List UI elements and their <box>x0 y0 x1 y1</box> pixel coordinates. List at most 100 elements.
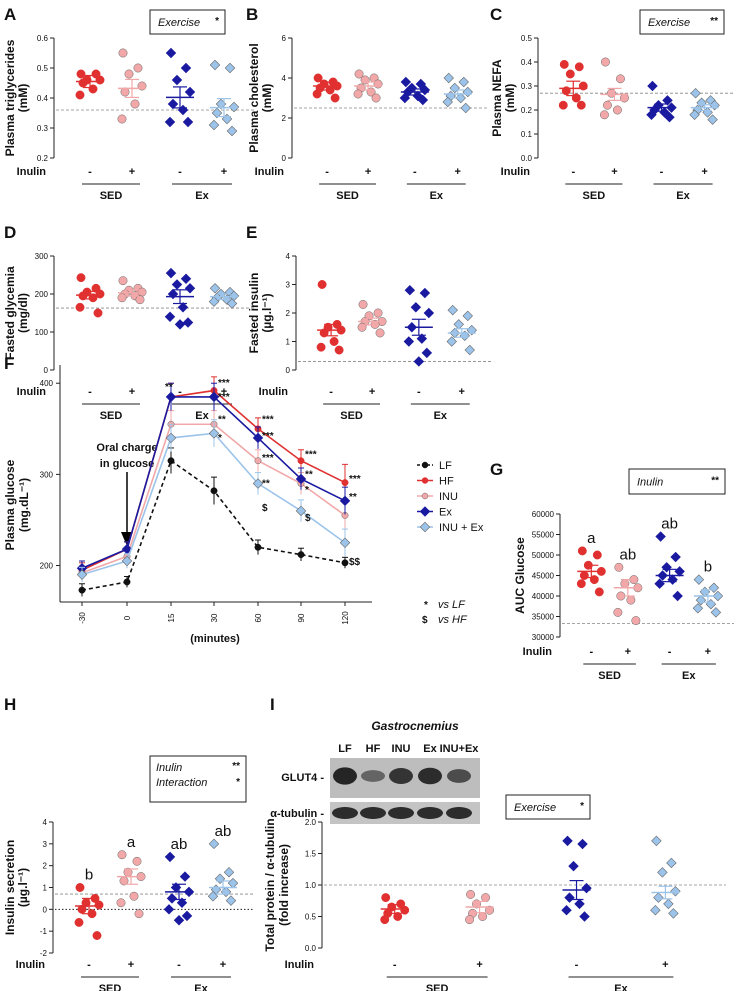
stat-box <box>149 9 226 35</box>
plus-sign: + <box>128 959 134 971</box>
x-tick-label: 120 <box>341 611 350 625</box>
data-point-INUEx <box>443 72 454 84</box>
data-point-HF <box>576 579 586 589</box>
data-point-INU <box>631 616 641 626</box>
data-point-Ex <box>404 284 416 296</box>
significance-mark: ** <box>218 415 226 426</box>
data-point-INUEx <box>208 838 220 850</box>
data-point-Ex <box>417 94 429 106</box>
stat-stars: * <box>580 801 584 812</box>
y-tick-label: 0.2 <box>521 106 533 115</box>
data-point-Ex <box>577 838 588 850</box>
inulin-label: Inulin <box>285 959 315 971</box>
panel-I: I Total protein / α-tubulin (fold increase… <box>263 695 726 991</box>
data-point-HF <box>74 917 84 927</box>
data-point-INUEx <box>447 304 458 316</box>
y-axis-label-line2: (mM) <box>16 84 30 113</box>
data-point-INUEx <box>653 892 664 903</box>
data-point-INU <box>614 562 624 572</box>
significance-letter: ab <box>171 836 188 853</box>
glut4-band <box>418 767 442 785</box>
y-tick-label: 60000 <box>532 510 555 519</box>
data-point-Ex <box>180 273 192 285</box>
group-label-ex: Ex <box>194 983 208 991</box>
panel-letter-B: B <box>246 5 258 24</box>
plus-sign: + <box>459 386 465 398</box>
data-point-INUEx <box>225 895 237 906</box>
data-point-INU <box>118 276 128 286</box>
data-point-INUEx <box>657 867 668 878</box>
y-tick-label: 0.5 <box>521 34 533 43</box>
legend-marker-INU <box>421 492 429 500</box>
panel-D: D Fasted glycemia (mg/dl) 0 100 200 300 Inulin -… <box>3 223 254 422</box>
data-point-HF <box>92 931 102 940</box>
y-tick-label: 0.2 <box>37 154 49 163</box>
data-point-Ex <box>171 279 183 290</box>
minus-sign: - <box>178 166 182 178</box>
data-point-Ex <box>647 80 658 92</box>
footnote-text-1: vs LF <box>438 599 466 611</box>
significance-mark: *** <box>262 415 274 426</box>
tubulin-band <box>388 807 414 819</box>
group-label-ex: Ex <box>676 190 690 202</box>
annotation-line1: Oral charge <box>96 442 157 454</box>
minus-sign: - <box>393 959 397 971</box>
panel-G: G AUC Glucose 30000 35000 40000 45000 50000 550… <box>490 460 734 682</box>
minus-sign: - <box>87 959 91 971</box>
y-tick-label: 0.0 <box>521 154 533 163</box>
data-point-INU <box>478 912 488 921</box>
data-point-Ex <box>419 287 431 299</box>
data-point-HF <box>594 587 604 597</box>
data-point-Ex <box>416 333 428 344</box>
panel-letter-A: A <box>4 5 16 24</box>
minus-sign: - <box>668 646 672 658</box>
plus-sign: + <box>369 386 375 398</box>
y-axis-label-line2: (mg/dl) <box>16 293 30 333</box>
data-point-HF <box>396 899 406 909</box>
panel-letter-I: I <box>270 695 275 714</box>
blot-lane-label: INU+Ex <box>440 743 480 755</box>
series-marker-Ex <box>208 391 220 403</box>
y-tick-label: 0 <box>286 366 291 375</box>
data-point-INU <box>116 898 126 908</box>
data-point-HF <box>75 302 85 312</box>
significance-letter: b <box>704 559 712 576</box>
significance-letter: a <box>587 530 596 547</box>
minus-sign: - <box>660 166 664 178</box>
panel-A: A Plasma triglycerides (mM) 0.2 0.3 0.4 0.5 0.6… <box>3 5 254 202</box>
data-point-INU <box>117 850 127 860</box>
group-label-sed: SED <box>583 190 606 202</box>
significance-letter: b <box>85 867 93 884</box>
data-point-HF <box>94 900 104 910</box>
y-tick-label: 0.3 <box>37 124 49 133</box>
y-tick-label: 35000 <box>532 613 555 622</box>
y-axis-label-line2: (µg.l⁻¹) <box>260 293 274 332</box>
series-marker-HF <box>341 479 349 487</box>
significance-mark: *** <box>349 474 361 485</box>
data-point-Ex <box>164 311 176 323</box>
data-point-INU <box>485 905 495 915</box>
series-marker-LF <box>341 559 349 567</box>
stat-box <box>628 468 726 495</box>
panel-C: C Plasma NEFA (mM) 0.0 0.1 0.2 0.3 0.4 0.5 Inulin… <box>490 5 734 202</box>
y-tick-label: 0.6 <box>37 34 49 43</box>
inulin-label: Inulin <box>255 166 285 178</box>
data-point-Ex <box>568 860 579 872</box>
data-point-HF <box>75 90 85 100</box>
data-point-Ex <box>165 267 177 279</box>
data-point-Ex <box>399 92 411 104</box>
data-point-INU <box>613 607 623 617</box>
data-point-INUEx <box>689 109 700 121</box>
data-point-Ex <box>184 86 196 98</box>
significance-mark: *** <box>218 392 230 403</box>
panel-E: E Fasted insulin (µg.l⁻¹) 0 1 2 3 4 Inulin - + - + SE… <box>246 223 491 422</box>
data-point-Ex <box>400 76 412 88</box>
glut4-band <box>389 768 413 784</box>
plus-sign: + <box>705 646 711 658</box>
x-tick-label: 15 <box>167 613 176 622</box>
series-marker-LF <box>297 551 305 559</box>
legend-label-LF: LF <box>439 460 452 472</box>
data-point-HF <box>381 893 391 903</box>
data-point-INUEx <box>710 607 722 618</box>
plus-sign: + <box>220 959 226 971</box>
